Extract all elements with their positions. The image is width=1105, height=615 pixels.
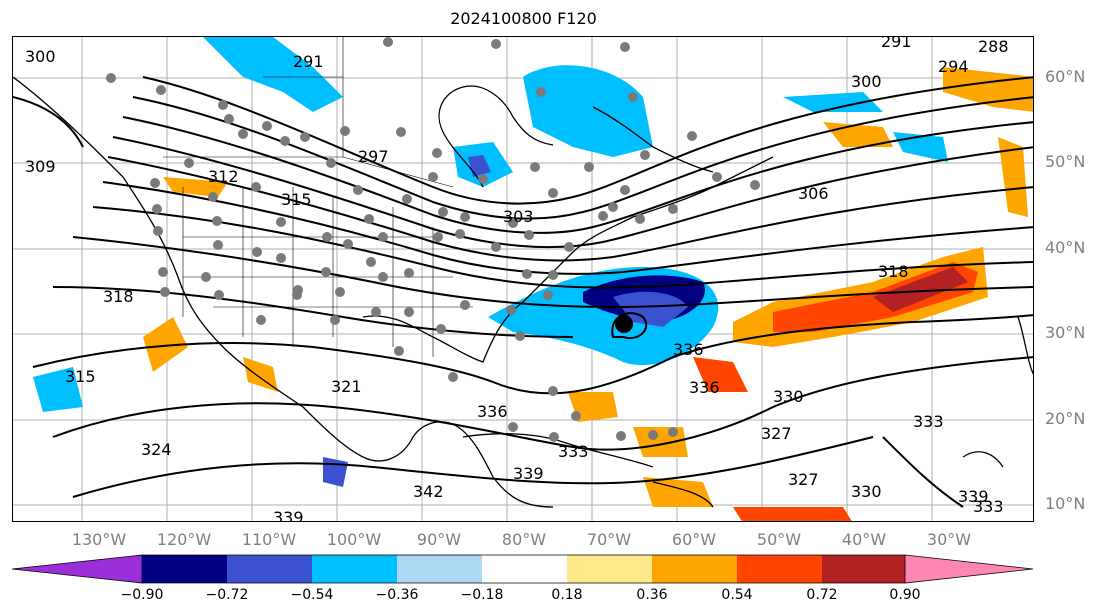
colorbar-extend-high	[904, 554, 1034, 584]
storm-center-marker	[615, 315, 633, 333]
political-borders	[163, 37, 473, 357]
lon-label: 40°W	[841, 530, 887, 549]
contour-label: 339	[958, 487, 989, 506]
contour-label: 306	[798, 184, 829, 203]
station-markers	[106, 37, 760, 442]
contour-label: 300	[25, 47, 56, 66]
contour-label: 318	[878, 262, 909, 281]
map-canvas: 288 291 291 294 297 300 300 303 306 309 …	[13, 37, 1033, 522]
contour-label: 327	[788, 470, 819, 489]
contour-label: 333	[558, 442, 589, 461]
contour-label: 300	[851, 72, 882, 91]
colorbar-tick: −0.54	[290, 587, 334, 603]
contour-label: 315	[281, 190, 312, 209]
contour-label-layer: 288 291 291 294 297 300 300 303 306 309 …	[25, 37, 1009, 522]
lat-label: 60°N	[1045, 67, 1086, 86]
contour-label: 330	[773, 387, 804, 406]
colorbar-segment	[142, 555, 227, 583]
theta-contours	[13, 76, 1033, 508]
contour-label: 336	[477, 402, 508, 421]
contour-label: 336	[673, 340, 704, 359]
lon-label: 120°W	[156, 530, 212, 549]
colorbar-tick: 0.36	[636, 587, 668, 603]
lon-label: 80°W	[501, 530, 547, 549]
colorbar-tick: 0.18	[551, 587, 583, 603]
contour-label: 309	[25, 157, 56, 176]
contour-label: 342	[413, 482, 444, 501]
contour-label: 297	[358, 147, 389, 166]
colorbar-tick: −0.72	[205, 587, 249, 603]
lon-label: 70°W	[586, 530, 632, 549]
colorbar-segment	[737, 555, 822, 583]
contour-label: 339	[273, 508, 304, 522]
lat-label: 20°N	[1045, 409, 1086, 428]
contour-label: 315	[65, 367, 96, 386]
colorbar-tick: 0.72	[806, 587, 838, 603]
contour-label: 333	[973, 497, 1004, 516]
map-title: 2024100800 F120	[450, 9, 597, 28]
lon-label: 110°W	[241, 530, 297, 549]
contour-label: 321	[331, 377, 362, 396]
contour-label: 318	[103, 287, 134, 306]
colorbar-segment	[822, 555, 905, 583]
colorbar-tick: 0.54	[721, 587, 753, 603]
contour-label: 339	[513, 464, 544, 483]
colorbar-segment	[227, 555, 312, 583]
colorbar-segment	[567, 555, 652, 583]
colorbar	[12, 554, 1034, 584]
lat-label: 50°N	[1045, 152, 1086, 171]
contour-label: 291	[293, 52, 324, 71]
lon-label: 100°W	[326, 530, 382, 549]
lat-label: 40°N	[1045, 238, 1086, 257]
contour-label: 303	[503, 207, 534, 226]
contour-label: 291	[881, 37, 912, 51]
colorbar-segment	[652, 555, 737, 583]
contour-label: 324	[141, 440, 172, 459]
contour-label: 312	[208, 167, 239, 186]
colorbar-extend-low	[12, 554, 143, 584]
colorbar-tick: 0.90	[889, 587, 921, 603]
contour-label: 336	[689, 378, 720, 397]
colorbar-segment	[312, 555, 397, 583]
lon-label: 130°W	[71, 530, 127, 549]
contour-label: 294	[938, 57, 969, 76]
contour-label: 288	[978, 37, 1009, 56]
lon-label: 30°W	[926, 530, 972, 549]
lat-label: 30°N	[1045, 323, 1086, 342]
colorbar-segment	[397, 555, 482, 583]
contour-label: 330	[851, 482, 882, 501]
colorbar-tick: −0.18	[460, 587, 504, 603]
lon-label: 60°W	[671, 530, 717, 549]
map-panel: 288 291 291 294 297 300 300 303 306 309 …	[12, 36, 1034, 522]
graticule	[13, 37, 1033, 521]
colorbar-tick: −0.36	[375, 587, 419, 603]
contour-label: 327	[761, 424, 792, 443]
lon-label: 50°W	[756, 530, 802, 549]
lon-label: 90°W	[416, 530, 462, 549]
lat-label: 10°N	[1045, 494, 1086, 513]
colorbar-tick: −0.90	[120, 587, 164, 603]
contour-label: 333	[913, 412, 944, 431]
colorbar-segment	[482, 555, 567, 583]
